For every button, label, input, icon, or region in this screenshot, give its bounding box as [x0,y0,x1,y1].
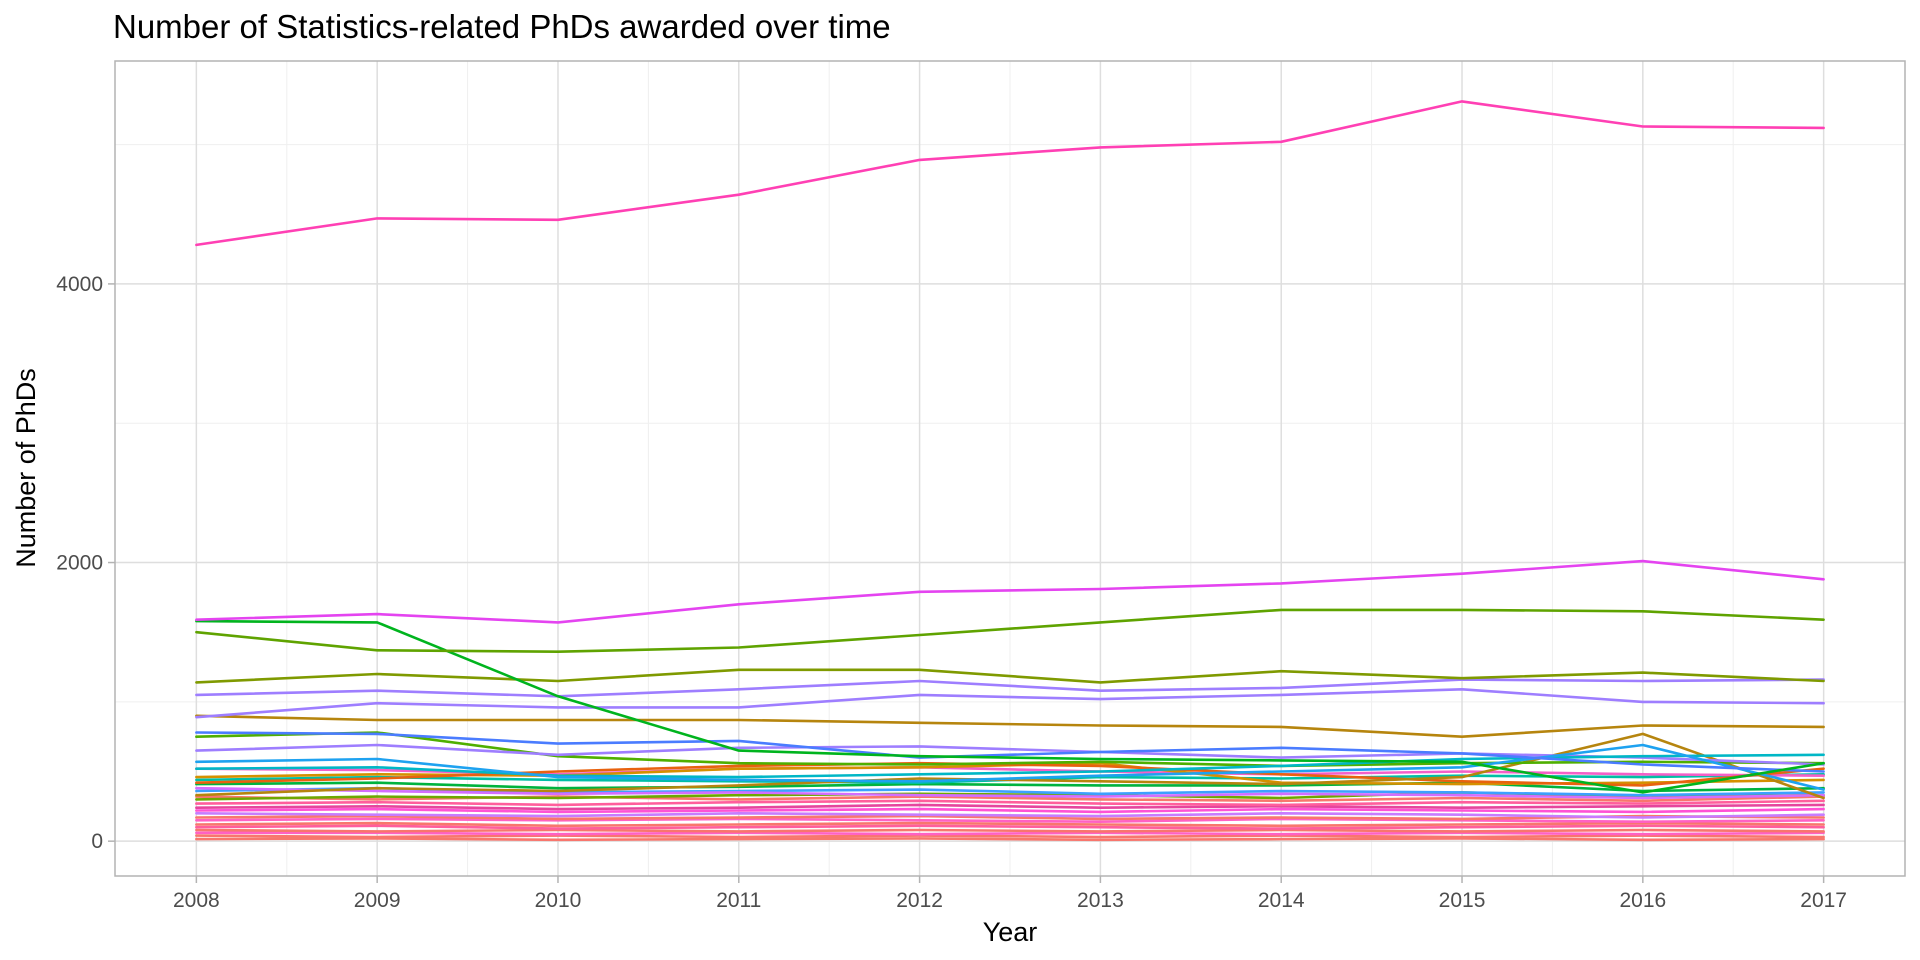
y-axis-ticks: 0 2000 4000 [56,273,115,853]
x-tick-label: 2016 [1619,889,1666,912]
x-tick-label: 2010 [535,889,582,912]
series-line [195,814,1825,821]
y-tick-label: 0 [91,830,103,853]
series-line [195,743,1825,791]
series-line [195,799,1825,807]
x-axis-ticks: 2008 2009 2010 2011 2012 2013 2014 2015 2016 2017 [173,876,1847,912]
plot-border [114,60,1906,877]
minor-gridlines [115,61,1905,876]
series-line [195,761,1825,787]
x-tick-label: 2014 [1258,889,1305,912]
series-line [195,817,1825,824]
series-line [195,811,1825,819]
series-lines [195,100,1825,842]
series-line [195,786,1825,800]
series-line [195,608,1825,654]
y-axis-title: Number of PhDs [11,368,41,568]
series-line [195,668,1825,684]
series-line [195,731,1825,773]
series-line [195,753,1825,779]
x-tick-label: 2017 [1800,889,1847,912]
series-line [195,731,1825,768]
series-line [195,619,1825,794]
series-line [195,781,1825,793]
x-tick-label: 2011 [716,889,761,912]
x-tick-label: 2012 [896,889,943,912]
series-line [195,831,1825,836]
series-line [195,678,1825,698]
series-line [195,828,1825,833]
series-line [195,100,1825,247]
chart-title: Number of Statistics-related PhDs awarde… [113,8,891,45]
series-line [195,687,1825,719]
series-line [195,821,1825,828]
series-line [195,714,1825,739]
x-tick-label: 2013 [1077,889,1124,912]
series-line [195,807,1825,814]
x-tick-label: 2015 [1439,889,1486,912]
series-line [195,837,1825,842]
y-tick-label: 2000 [56,552,103,575]
y-tick-label: 4000 [56,273,103,296]
x-tick-label: 2009 [354,889,401,912]
series-line [195,834,1825,839]
series-line [195,824,1825,830]
series-line [195,559,1825,624]
x-tick-label: 2008 [173,889,220,912]
x-axis-title: Year [983,917,1038,947]
series-line [195,803,1825,811]
